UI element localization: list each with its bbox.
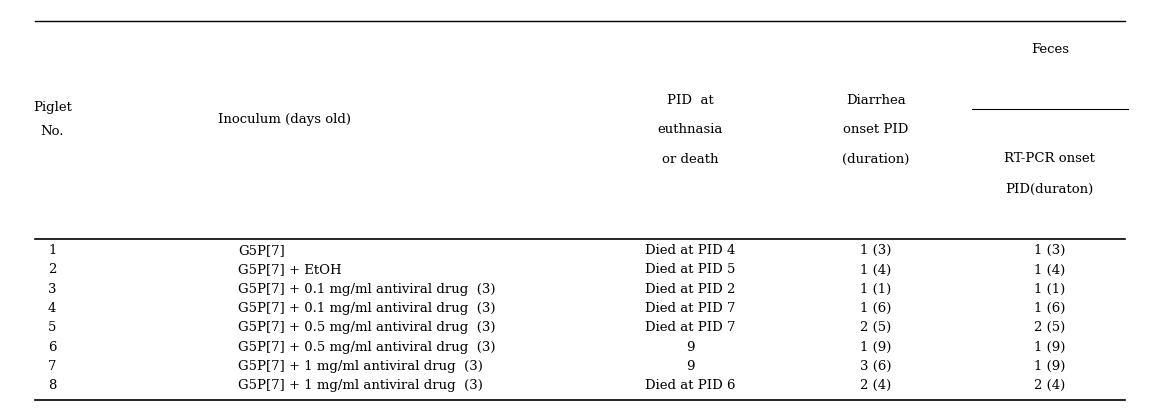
Text: PID  at: PID at <box>667 94 713 107</box>
Text: 6: 6 <box>48 341 57 354</box>
Text: 2 (5): 2 (5) <box>861 321 891 335</box>
Text: 1 (4): 1 (4) <box>861 264 891 276</box>
Text: Feces: Feces <box>1031 43 1068 56</box>
Text: G5P[7] + 1 mg/ml antiviral drug  (3): G5P[7] + 1 mg/ml antiviral drug (3) <box>238 379 483 392</box>
Text: Died at PID 2: Died at PID 2 <box>645 283 735 296</box>
Text: G5P[7]: G5P[7] <box>238 244 284 257</box>
Text: 1: 1 <box>48 244 57 257</box>
Text: 5: 5 <box>48 321 57 335</box>
Text: Died at PID 5: Died at PID 5 <box>645 264 735 276</box>
Text: Piglet: Piglet <box>32 101 72 114</box>
Text: Died at PID 6: Died at PID 6 <box>645 379 735 392</box>
Text: 3 (6): 3 (6) <box>860 360 892 373</box>
Text: 1 (9): 1 (9) <box>1034 360 1066 373</box>
Text: 1 (1): 1 (1) <box>861 283 891 296</box>
Text: onset PID: onset PID <box>843 123 908 136</box>
Text: PID(duraton): PID(duraton) <box>1006 183 1094 196</box>
Text: 4: 4 <box>48 302 57 315</box>
Text: 1 (1): 1 (1) <box>1035 283 1065 296</box>
Text: 2 (4): 2 (4) <box>1035 379 1065 392</box>
Text: 1 (3): 1 (3) <box>1034 244 1066 257</box>
Text: 7: 7 <box>48 360 57 373</box>
Text: 3: 3 <box>48 283 57 296</box>
Text: Died at PID 7: Died at PID 7 <box>645 302 735 315</box>
Text: 9: 9 <box>686 360 695 373</box>
Text: G5P[7] + 0.5 mg/ml antiviral drug  (3): G5P[7] + 0.5 mg/ml antiviral drug (3) <box>238 321 495 335</box>
Text: 2: 2 <box>48 264 57 276</box>
Text: 1 (3): 1 (3) <box>860 244 892 257</box>
Text: Diarrhea: Diarrhea <box>846 94 906 107</box>
Text: 1 (4): 1 (4) <box>1035 264 1065 276</box>
Text: G5P[7] + 0.1 mg/ml antiviral drug  (3): G5P[7] + 0.1 mg/ml antiviral drug (3) <box>238 283 495 296</box>
Text: euthnasia: euthnasia <box>658 123 723 136</box>
Text: 1 (6): 1 (6) <box>1034 302 1066 315</box>
Text: 8: 8 <box>48 379 57 392</box>
Text: G5P[7] + EtOH: G5P[7] + EtOH <box>238 264 341 276</box>
Text: G5P[7] + 1 mg/ml antiviral drug  (3): G5P[7] + 1 mg/ml antiviral drug (3) <box>238 360 483 373</box>
Text: G5P[7] + 0.5 mg/ml antiviral drug  (3): G5P[7] + 0.5 mg/ml antiviral drug (3) <box>238 341 495 354</box>
Text: No.: No. <box>41 125 64 138</box>
Text: 2 (5): 2 (5) <box>1035 321 1065 335</box>
Text: 1 (6): 1 (6) <box>860 302 892 315</box>
Text: Died at PID 7: Died at PID 7 <box>645 321 735 335</box>
Text: 1 (9): 1 (9) <box>1034 341 1066 354</box>
Text: 1 (9): 1 (9) <box>860 341 892 354</box>
Text: or death: or death <box>662 153 718 166</box>
Text: Died at PID 4: Died at PID 4 <box>645 244 735 257</box>
Text: Inoculum (days old): Inoculum (days old) <box>218 113 350 126</box>
Text: (duration): (duration) <box>842 153 909 166</box>
Text: 9: 9 <box>686 341 695 354</box>
Text: G5P[7] + 0.1 mg/ml antiviral drug  (3): G5P[7] + 0.1 mg/ml antiviral drug (3) <box>238 302 495 315</box>
Text: 2 (4): 2 (4) <box>861 379 891 392</box>
Text: RT-PCR onset: RT-PCR onset <box>1005 152 1095 165</box>
